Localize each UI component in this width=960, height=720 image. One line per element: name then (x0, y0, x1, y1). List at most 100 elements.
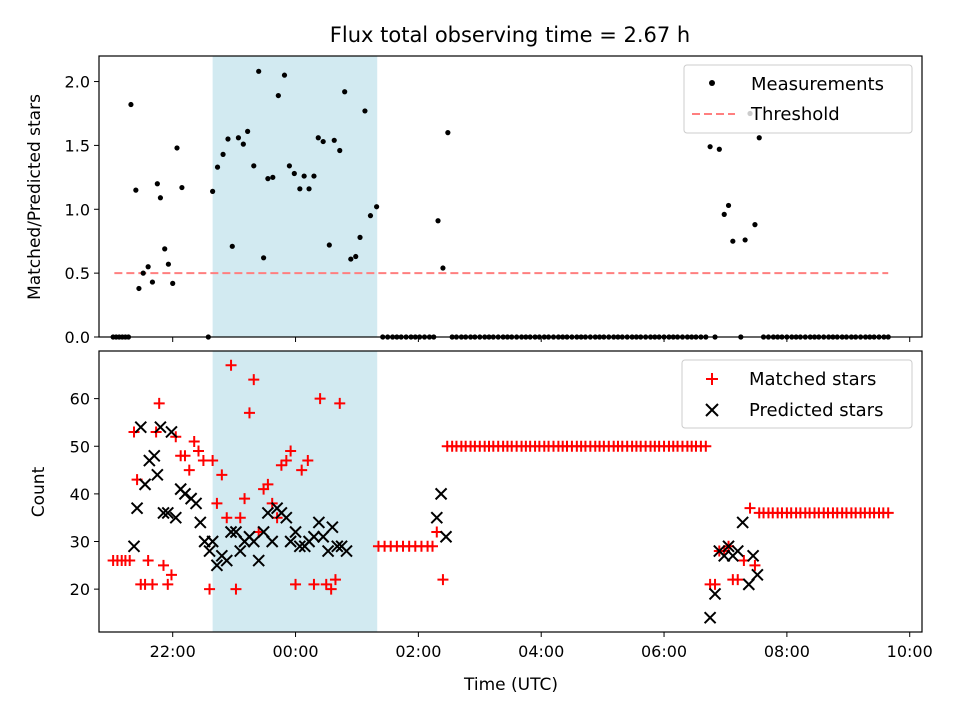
measurement-point (721, 211, 727, 217)
matched-star-point (230, 583, 242, 595)
y-tick-label: 0.0 (65, 328, 90, 347)
top-legend-box (683, 64, 913, 134)
top-panel: 0.00.51.01.52.0 Matched/Predicted stars … (25, 55, 923, 347)
measurement-point (154, 181, 160, 187)
measurement-point (281, 72, 288, 78)
measurement-point (214, 164, 221, 170)
measurement-point (229, 243, 235, 249)
predicted-star-point (189, 497, 203, 510)
measurement-point (742, 237, 748, 243)
predicted-star-point (247, 535, 260, 548)
y-tick-label: 0.5 (65, 264, 90, 283)
matched-star-point (183, 464, 195, 476)
matched-star-point (302, 455, 314, 467)
predicted-star-point (203, 544, 216, 558)
matched-star-point (437, 574, 449, 586)
predicted-star-point (434, 487, 448, 501)
measurement-point (367, 213, 374, 219)
predicted-star-point (161, 506, 174, 520)
measurement-point (251, 163, 257, 169)
measurement-point (136, 285, 142, 292)
measurement-point (306, 186, 312, 192)
matched-star-point (329, 574, 341, 586)
legend-measurements-marker (709, 80, 715, 86)
measurement-point (331, 137, 337, 143)
legend-matched-label: Matched stars (749, 369, 876, 390)
measurement-point (756, 135, 762, 141)
matched-star-point (142, 555, 154, 567)
x-tick-label: 02:00 (395, 642, 441, 661)
measurement-point (311, 173, 317, 179)
matched-star-point (262, 478, 274, 490)
matched-star-point (204, 583, 216, 595)
predicted-star-point (708, 587, 722, 601)
measurement-point (315, 135, 321, 141)
matched-star-point (239, 493, 251, 505)
measurement-point (261, 255, 267, 261)
measurement-point (445, 130, 451, 136)
measurement-point (128, 101, 134, 108)
matched-star-point (225, 359, 237, 371)
matched-star-point (882, 507, 894, 519)
matched-star-point (197, 455, 209, 467)
top-y-axis-label: Matched/Predicted stars (25, 94, 45, 300)
measurement-point (235, 135, 242, 141)
matched-star-point (124, 555, 136, 567)
bottom-ticks: 20 30 40 50 60 22:00 00:00 02:00 04:00 06:00 08:00… (70, 390, 933, 661)
matched-star-point (146, 578, 158, 590)
measurement-point (286, 163, 292, 169)
y-tick-label: 20 (70, 580, 90, 599)
top-ticks: 0.0 0.5 1.0 1.5 2.0 (65, 73, 911, 347)
measurement-point (165, 261, 172, 267)
measurement-point (170, 280, 176, 286)
matched-star-point (207, 455, 219, 467)
matched-star-point (153, 397, 165, 409)
predicted-star-point (224, 525, 238, 539)
measurement-point (162, 246, 168, 252)
legend-measurements-label: Measurements (751, 74, 884, 95)
legend-matched-marker (706, 373, 718, 385)
measurement-point (362, 108, 368, 114)
predicted-star-point (731, 544, 744, 558)
measurement-point (716, 146, 722, 152)
matched-star-point (732, 574, 744, 586)
bottom-panel: 20 30 40 50 60 22:00 00:00 02:00 04:00 06:00 08:00… (29, 350, 933, 695)
measurement-point (348, 256, 354, 262)
predicted-star-point (210, 559, 224, 572)
predicted-star-point (751, 568, 764, 582)
matched-star-point (308, 578, 320, 590)
matched-star-point (211, 497, 223, 509)
predicted-star-point (307, 530, 321, 543)
measurement-point (270, 174, 276, 180)
bottom-axes-frame (98, 350, 923, 633)
matched-star-point (192, 445, 204, 457)
measurement-point (145, 264, 151, 270)
predicted-star-point (130, 501, 144, 515)
measurement-point (256, 68, 262, 74)
predicted-star-point (312, 516, 326, 529)
predicted-star-point (220, 554, 233, 567)
measurement-point (353, 253, 359, 260)
predicted-star-point (154, 420, 167, 434)
measurement-point (435, 218, 441, 224)
measurement-point (730, 238, 736, 244)
matched-star-point (275, 459, 287, 471)
measurement-point (291, 170, 297, 177)
measurement-point (210, 188, 216, 194)
matched-star-point (749, 559, 761, 571)
predicted-star-point (331, 540, 344, 553)
predicted-star-point (430, 511, 444, 524)
predicted-star-point (157, 506, 170, 520)
x-axis-label: Time (UTC) (463, 675, 558, 695)
measurement-point (265, 176, 271, 182)
measurement-point (245, 128, 251, 134)
predicted-star-point (703, 611, 717, 624)
y-tick-label: 30 (70, 533, 90, 552)
matched-star-point (165, 569, 177, 581)
predicted-star-point (439, 530, 453, 543)
measurement-point (326, 242, 332, 248)
bottom-y-axis-label: Count (29, 466, 49, 517)
x-tick-label: 22:00 (150, 642, 196, 661)
matched-star-point (280, 455, 292, 467)
